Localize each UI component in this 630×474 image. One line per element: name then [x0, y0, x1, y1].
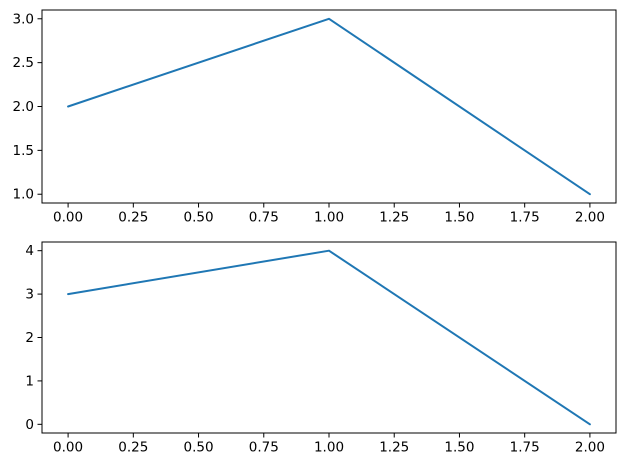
y-axis-tick-label: 2: [25, 330, 34, 346]
y-axis-tick-label: 1.5: [13, 143, 34, 159]
y-axis-tick-label: 1.0: [13, 187, 34, 203]
y-axis-tick-label: 2.0: [13, 99, 34, 115]
x-axis-tick-label: 0.25: [118, 210, 148, 226]
y-axis-tick-label: 1: [25, 373, 34, 389]
line-series: [67, 249, 591, 426]
plot-border: [41, 241, 617, 434]
subplot-2: 0.00 0.25 0.50 0.75 1.00 1.25 1.50 1.75 2.00 0 1 2 3…: [25, 241, 617, 456]
x-axis-tick-label: 1.00: [314, 210, 344, 226]
x-axis-tick-label: 2.00: [575, 440, 605, 456]
y-axis-tick-label: 3: [25, 287, 34, 303]
x-axis-tick-label: 0.00: [53, 440, 83, 456]
y-axis-tick-label: 3.0: [13, 11, 34, 27]
y-axis-tick-label: 2.5: [13, 55, 34, 71]
x-axis-tick-label: 0.00: [53, 210, 83, 226]
x-axis-tick-label: 2.00: [575, 210, 605, 226]
x-axis-tick-label: 1.75: [510, 210, 540, 226]
x-axis-tick-label: 0.25: [118, 440, 148, 456]
x-axis-tick-label: 0.75: [249, 440, 279, 456]
y-axis-tick-label: 4: [25, 243, 34, 259]
x-axis-tick-label: 1.50: [444, 440, 474, 456]
x-axis-tick-label: 1.25: [379, 440, 409, 456]
x-axis-tick-label: 0.75: [249, 210, 279, 226]
subplot-1: 0.00 0.25 0.50 0.75 1.00 1.25 1.50 1.75 2.00 1.0 1…: [13, 9, 617, 226]
x-axis-tick-label: 0.50: [184, 210, 214, 226]
plot-border: [41, 9, 617, 204]
x-axis-tick-label: 1.00: [314, 440, 344, 456]
x-axis-tick-label: 1.75: [510, 440, 540, 456]
x-axis-tick-label: 1.50: [444, 210, 474, 226]
x-axis-tick-label: 0.50: [184, 440, 214, 456]
y-axis-tick-label: 0: [25, 417, 34, 433]
line-series: [67, 17, 591, 196]
x-axis-tick-label: 1.25: [379, 210, 409, 226]
